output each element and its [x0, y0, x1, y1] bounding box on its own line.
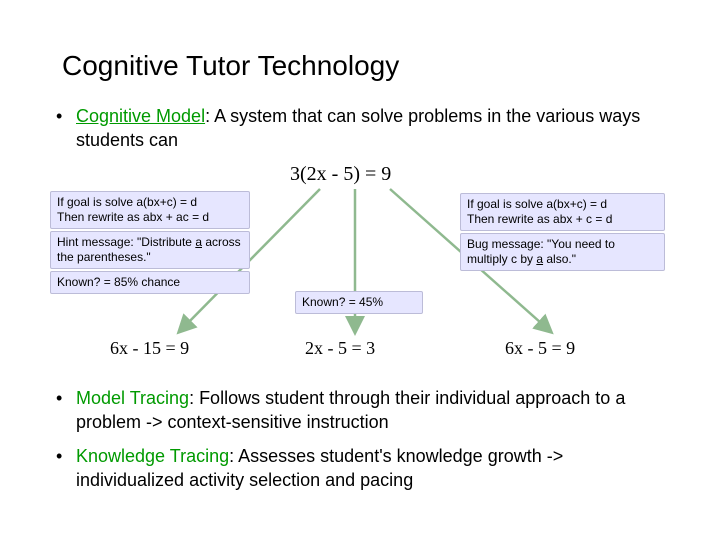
- bullet-list-lower: Model Tracing: Follows student through t…: [50, 386, 670, 493]
- slide-title: Cognitive Tutor Technology: [62, 50, 670, 82]
- right-rule-box: If goal is solve a(bx+c) = d Then rewrit…: [460, 193, 665, 231]
- left-known-box: Known? = 85% chance: [50, 271, 250, 294]
- bug-post: also.": [543, 252, 576, 266]
- mid-box-set: Known? = 45%: [295, 291, 423, 316]
- mid-known-box: Known? = 45%: [295, 291, 423, 314]
- slide: Cognitive Tutor Technology Cognitive Mod…: [0, 0, 720, 540]
- left-box-set: If goal is solve a(bx+c) = d Then rewrit…: [50, 191, 250, 296]
- equation-bottom-right: 6x - 5 = 9: [505, 338, 575, 359]
- hint-underline: a: [195, 235, 202, 249]
- bullet-list: Cognitive Model: A system that can solve…: [50, 104, 670, 153]
- diagram: 3(2x - 5) = 9 If goal is solve a(bx+c) =…: [50, 163, 670, 368]
- equation-bottom-left: 6x - 15 = 9: [110, 338, 189, 359]
- right-box-set: If goal is solve a(bx+c) = d Then rewrit…: [460, 193, 665, 273]
- left-rule-box: If goal is solve a(bx+c) = d Then rewrit…: [50, 191, 250, 229]
- left-hint-box: Hint message: "Distribute a across the p…: [50, 231, 250, 269]
- bullet-model-tracing: Model Tracing: Follows student through t…: [50, 386, 670, 435]
- term-cognitive-model: Cognitive Model: [76, 106, 205, 126]
- term-model-tracing: Model Tracing: [76, 388, 189, 408]
- right-bug-box: Bug message: "You need to multiply c by …: [460, 233, 665, 271]
- bullet-cognitive-model: Cognitive Model: A system that can solve…: [50, 104, 670, 153]
- equation-bottom-mid: 2x - 5 = 3: [305, 338, 375, 359]
- hint-pre: Hint message: "Distribute: [57, 235, 195, 249]
- bullet-knowledge-tracing: Knowledge Tracing: Assesses student's kn…: [50, 444, 670, 493]
- term-knowledge-tracing: Knowledge Tracing: [76, 446, 229, 466]
- equation-top: 3(2x - 5) = 9: [290, 163, 391, 186]
